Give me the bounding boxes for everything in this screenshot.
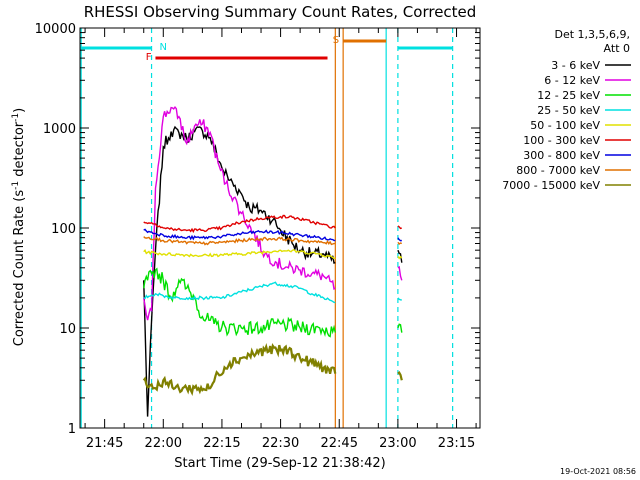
y-axis-label: Corrected Count Rate (s-1 detector-1): [11, 108, 27, 346]
legend-header-line-2: Att 0: [604, 42, 630, 55]
y-tick-label: 10: [59, 322, 76, 337]
x-tick-label: 22:30: [262, 436, 299, 451]
series-line: [397, 241, 403, 245]
flag-label: F: [146, 52, 152, 63]
x-tick-label: 22:45: [321, 436, 358, 451]
x-tick-label: 21:45: [86, 436, 123, 451]
legend-label: 100 - 300 keV: [523, 134, 600, 147]
series-line: [143, 214, 336, 234]
series-line: [397, 297, 402, 301]
y-axis-label-main: Corrected Count Rate (s: [12, 190, 27, 347]
x-axis-label: Start Time (29-Sep-12 21:38:42): [174, 456, 385, 471]
series-line: [397, 265, 403, 281]
y-axis-label-exp2: -1: [11, 113, 21, 122]
legend-label: 6 - 12 keV: [544, 74, 600, 87]
series-line: [143, 125, 336, 417]
series-line: [143, 249, 336, 260]
legend-label: 50 - 100 keV: [530, 119, 600, 132]
legend-label: 800 - 7000 keV: [516, 164, 600, 177]
series-line: [397, 323, 403, 333]
x-tick-label: 22:15: [203, 436, 240, 451]
y-axis-label-end: ): [12, 108, 27, 113]
flag-label: S: [333, 35, 339, 46]
series-line: [143, 236, 336, 246]
x-tick-label: 23:00: [379, 436, 416, 451]
legend: Det 1,3,5,6,9, Att 0 3 - 6 keV 6 - 12 keV…: [502, 28, 631, 192]
series-line: [397, 225, 403, 230]
timestamp-label: 19-Oct-2021 08:56: [560, 467, 636, 476]
series-line: [397, 370, 403, 381]
y-tick-label: 1000: [43, 122, 76, 137]
flag-label: N: [159, 42, 166, 53]
y-tick-label: 10000: [35, 22, 76, 37]
x-tick-label: 22:00: [145, 436, 182, 451]
x-tick-label: 23:15: [438, 436, 475, 451]
series-line: [143, 281, 336, 304]
plot-area: FN S 1 10 100 1000 10000 21:45 22:00 22:15 22:30 2…: [35, 22, 481, 451]
legend-header-line-1: Det 1,3,5,6,9,: [554, 28, 630, 41]
series-line: [142, 342, 337, 397]
legend-label: 7000 - 15000 keV: [502, 179, 600, 192]
series-line: [397, 237, 402, 242]
chart-title: RHESSI Observing Summary Count Rates, Co…: [84, 3, 477, 21]
y-tick-label: 1: [68, 422, 76, 437]
series-line: [397, 255, 403, 260]
legend-label: 300 - 800 keV: [523, 149, 600, 162]
series-line: [143, 267, 336, 338]
y-axis-label-exp1: -1: [11, 181, 21, 190]
series-line: [143, 228, 336, 242]
y-axis-label-mid: detector: [12, 121, 27, 181]
series-line: [143, 105, 336, 321]
legend-label: 3 - 6 keV: [551, 59, 600, 72]
y-tick-label: 100: [51, 222, 76, 237]
legend-label: 25 - 50 keV: [537, 104, 600, 117]
legend-label: 12 - 25 keV: [537, 89, 600, 102]
